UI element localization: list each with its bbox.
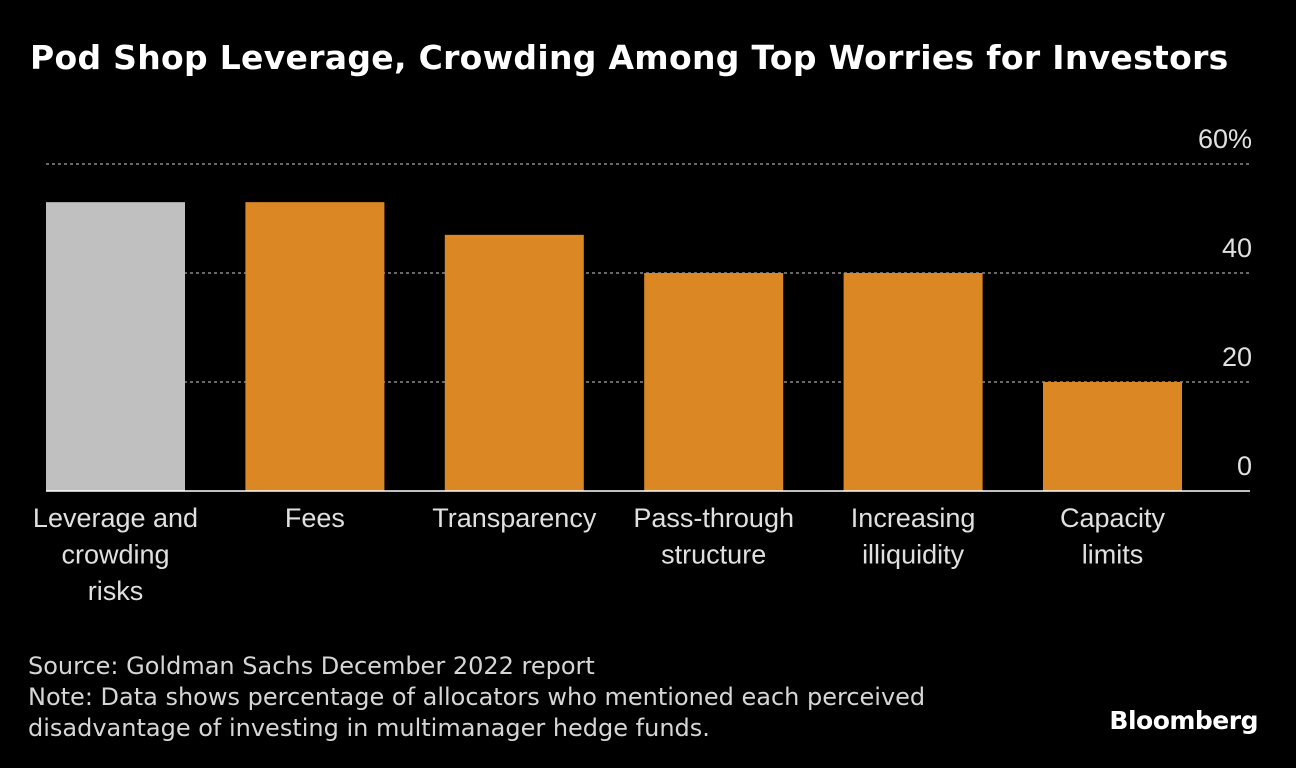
category-label-line: risks xyxy=(88,576,144,606)
source-text: Source: Goldman Sachs December 2022 repo… xyxy=(28,652,595,680)
category-label-line: crowding xyxy=(61,540,169,570)
bar xyxy=(644,273,784,491)
category-label: Capacity limits xyxy=(1060,503,1166,570)
bar xyxy=(1043,382,1182,491)
x-category-labels: Leverage and crowding risks Fees Transparenc… xyxy=(33,503,1166,606)
bars xyxy=(46,202,1182,491)
chart-title: Pod Shop Leverage, Crowding Among Top Wo… xyxy=(30,38,1229,77)
category-label-line: structure xyxy=(661,540,766,570)
category-label-line: illiquidity xyxy=(862,540,965,570)
category-label: Increasing illiquidity xyxy=(851,503,976,570)
y-tick-label: 20 xyxy=(1222,342,1252,372)
bar xyxy=(245,202,385,491)
category-label-line: limits xyxy=(1082,540,1144,570)
bar xyxy=(46,202,185,491)
bloomberg-logo: Bloomberg xyxy=(1109,706,1258,735)
category-label-line: Pass-through xyxy=(633,503,794,533)
category-label-line: Capacity xyxy=(1060,503,1166,533)
note-text: Note: Data shows percentage of allocator… xyxy=(28,683,926,742)
category-label-line: Fees xyxy=(285,503,345,533)
y-tick-label: 60% xyxy=(1198,124,1252,154)
category-label: Fees xyxy=(285,503,345,533)
category-label-line: Leverage and xyxy=(33,503,198,533)
category-label: Transparency xyxy=(432,503,597,533)
category-label: Leverage and crowding risks xyxy=(33,503,198,606)
y-tick-label: 0 xyxy=(1237,451,1252,481)
y-tick-labels: 0 20 40 60% xyxy=(1198,124,1252,481)
bar xyxy=(444,234,584,491)
category-label-line: Increasing xyxy=(851,503,976,533)
category-label: Pass-through structure xyxy=(633,503,794,570)
y-tick-label: 40 xyxy=(1222,233,1252,263)
bar xyxy=(843,273,983,491)
chart-footer: Source: Goldman Sachs December 2022 repo… xyxy=(28,651,988,744)
category-label-line: Transparency xyxy=(432,503,597,533)
